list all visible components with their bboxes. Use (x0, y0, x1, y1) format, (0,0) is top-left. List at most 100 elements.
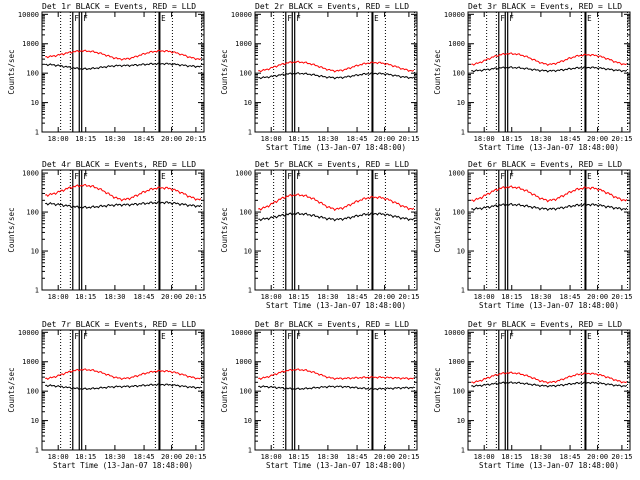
x-tick-label: 18:30 (104, 135, 125, 143)
x-axis-label: Start Time (13-Jan-07 18:48:00) (53, 461, 193, 470)
series-events-line (45, 383, 202, 390)
x-tick-label: 18:45 (560, 293, 581, 301)
x-tick-label: 20:15 (185, 135, 206, 143)
y-axis-label: Counts/sec (433, 49, 442, 94)
x-tick-label: 18:00 (48, 293, 69, 301)
panel-title: Det 6r BLACK = Events, RED = LLD (468, 160, 622, 169)
panel-title: Det 3r BLACK = Events, RED = LLD (468, 2, 622, 11)
panel-title: Det 8r BLACK = Events, RED = LLD (255, 320, 409, 329)
y-tick-label: 1 (461, 129, 465, 137)
x-tick-label: 20:15 (398, 293, 419, 301)
y-tick-label: 1000 (22, 170, 39, 178)
y-tick-label: 1000 (235, 358, 252, 366)
x-tick-label: 20:00 (374, 453, 395, 461)
x-tick-label: 20:15 (185, 293, 206, 301)
panel-title: Det 7r BLACK = Events, RED = LLD (42, 320, 196, 329)
x-tick-label: 18:15 (75, 453, 96, 461)
x-tick-label: 18:30 (104, 453, 125, 461)
y-tick-label: 10 (31, 248, 39, 256)
y-tick-label: 10 (244, 99, 252, 107)
y-tick-label: 100 (452, 70, 465, 78)
x-tick-label: 18:30 (317, 293, 338, 301)
plot-frame (467, 11, 631, 133)
y-tick-label: 10 (31, 417, 39, 425)
y-tick-label: 1 (248, 447, 252, 455)
interval-flag: F (287, 332, 292, 341)
x-tick-label: 20:00 (587, 293, 608, 301)
interval-flag: E (161, 332, 166, 341)
x-tick-label: 18:45 (134, 293, 155, 301)
y-axis-label: Counts/sec (220, 207, 229, 252)
y-tick-label: 10 (457, 99, 465, 107)
panel-title: Det 2r BLACK = Events, RED = LLD (255, 2, 409, 11)
series-lld-line (471, 185, 628, 203)
x-tick-label: 18:00 (261, 135, 282, 143)
x-axis-label: Start Time (13-Jan-07 18:48:00) (479, 301, 619, 310)
interval-flag: F (74, 332, 79, 341)
y-tick-label: 1000 (448, 40, 465, 48)
y-tick-label: 100 (26, 209, 39, 217)
x-tick-label: 20:15 (398, 135, 419, 143)
x-axis-label: Start Time (13-Jan-07 18:48:00) (479, 461, 619, 470)
y-tick-label: 1 (461, 447, 465, 455)
x-tick-label: 18:00 (474, 293, 495, 301)
y-tick-label: 1000 (448, 170, 465, 178)
x-tick-label: 18:45 (134, 135, 155, 143)
y-axis-label: Counts/sec (7, 49, 16, 94)
x-tick-label: 20:00 (374, 293, 395, 301)
series-lld-line (45, 368, 202, 381)
y-tick-label: 1000 (448, 358, 465, 366)
panel-title: Det 5r BLACK = Events, RED = LLD (255, 160, 409, 169)
series-lld-line (45, 183, 202, 202)
y-axis-label: Counts/sec (433, 207, 442, 252)
plot-frame (254, 169, 418, 291)
interval-flag: F (500, 332, 505, 341)
interval-flag: F (74, 172, 79, 181)
plot-frame (41, 329, 205, 451)
x-tick-label: 20:15 (611, 453, 632, 461)
series-lld-line (258, 60, 415, 73)
panel-title: Det 4r BLACK = Events, RED = LLD (42, 160, 196, 169)
interval-flag: F (500, 14, 505, 23)
y-tick-label: 1000 (22, 358, 39, 366)
x-tick-label: 18:45 (560, 453, 581, 461)
interval-flag: F (296, 332, 301, 341)
y-tick-label: 1 (248, 129, 252, 137)
x-tick-label: 18:00 (48, 453, 69, 461)
y-tick-label: 100 (452, 388, 465, 396)
plot-frame (254, 329, 418, 451)
y-tick-label: 100 (239, 70, 252, 78)
y-tick-label: 10 (31, 99, 39, 107)
interval-flag: F (296, 14, 301, 23)
interval-flag: E (587, 14, 592, 23)
panel-det-5: Det 5r BLACK = Events, RED = LLD Counts/s… (220, 160, 419, 310)
x-tick-label: 18:45 (347, 453, 368, 461)
panel-det-9: Det 9r BLACK = Events, RED = LLD Counts/s… (433, 320, 632, 470)
x-tick-label: 18:15 (288, 453, 309, 461)
series-events-line (258, 72, 415, 80)
y-tick-label: 10 (457, 248, 465, 256)
x-tick-label: 20:00 (587, 453, 608, 461)
interval-flag: F (296, 172, 301, 181)
interval-flag: F (500, 172, 505, 181)
series-lld-line (258, 193, 415, 212)
panel-det-1: Det 1r BLACK = Events, RED = LLD Counts/s… (7, 2, 206, 143)
interval-flag: F (509, 14, 514, 23)
x-tick-label: 18:15 (288, 135, 309, 143)
y-axis-label: Counts/sec (433, 367, 442, 412)
x-tick-label: 18:30 (530, 293, 551, 301)
y-axis-label: Counts/sec (7, 367, 16, 412)
x-tick-label: 18:30 (530, 453, 551, 461)
interval-flag: F (83, 14, 88, 23)
y-tick-label: 10000 (231, 11, 252, 19)
interval-flag: E (374, 332, 379, 341)
y-tick-label: 1 (35, 129, 39, 137)
y-tick-label: 10 (244, 417, 252, 425)
y-axis-label: Counts/sec (7, 207, 16, 252)
x-tick-label: 18:30 (530, 135, 551, 143)
series-lld-line (471, 371, 628, 384)
y-tick-label: 10 (244, 248, 252, 256)
x-tick-label: 20:15 (611, 135, 632, 143)
x-tick-label: 18:00 (261, 293, 282, 301)
x-tick-label: 18:00 (474, 453, 495, 461)
